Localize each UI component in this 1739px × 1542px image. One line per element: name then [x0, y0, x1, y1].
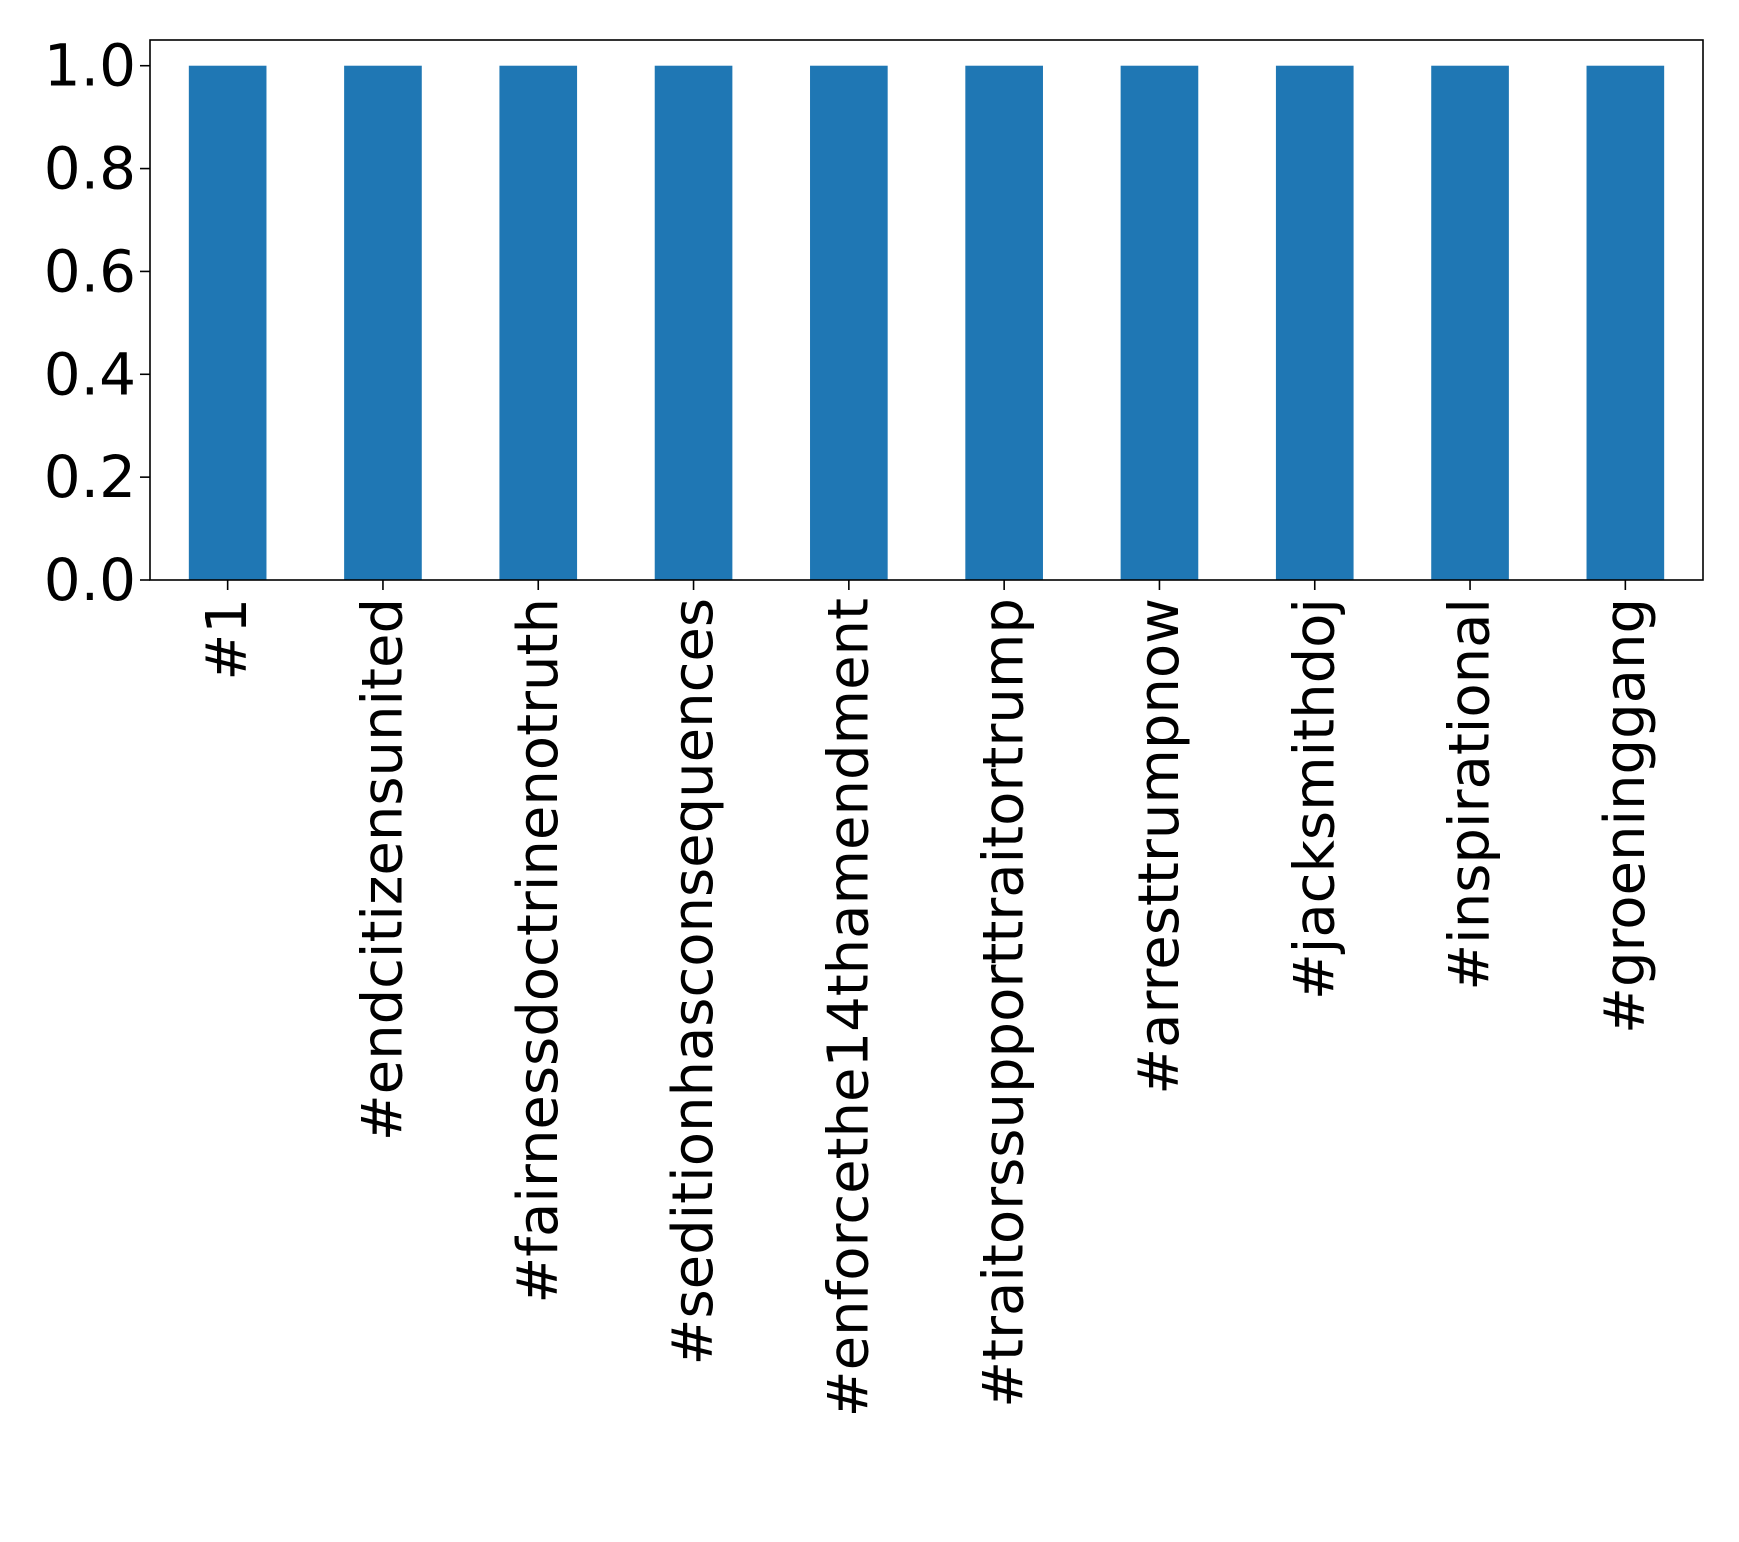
bar: [654, 65, 733, 580]
y-tick-label: 0.8: [44, 135, 136, 203]
bars-layer: [188, 65, 1665, 580]
bar: [344, 65, 422, 580]
x-tick-label: #traitorssupporttraitortrump: [972, 598, 1037, 1408]
y-tick-label: 0.4: [44, 340, 136, 408]
x-tick-label: #jacksmithdoj: [1282, 598, 1347, 1000]
x-tick-label: #seditionhasconsequences: [661, 598, 726, 1365]
bar: [1586, 65, 1665, 580]
x-tick-label: #endcitizensunited: [350, 598, 415, 1141]
y-axis: 0.0 0.2 0.4 0.6 0.8 1.0: [44, 32, 150, 614]
bar: [188, 65, 267, 580]
y-tick-label: 0.2: [44, 443, 136, 511]
bar: [810, 65, 888, 580]
bar: [965, 65, 1043, 580]
x-tick-label: #arresttrumpnow: [1127, 598, 1192, 1095]
y-tick-label: 1.0: [44, 32, 136, 100]
plot-frame: [149, 39, 1704, 581]
y-tick-label: 0.6: [44, 237, 136, 305]
x-tick-label: #fairnessdoctrinenotruth: [506, 598, 571, 1304]
bar: [1275, 65, 1354, 580]
x-tick-label: #1: [195, 598, 260, 681]
x-axis: #1 #endcitizensunited #fairnessdoctrinenot…: [195, 580, 1658, 1417]
x-tick-label: #enforcethe14thamendment: [816, 598, 881, 1417]
x-tick-label: #inspirational: [1438, 598, 1503, 991]
x-tick-label: #groeninggang: [1593, 598, 1658, 1034]
bar: [1431, 65, 1509, 580]
bar: [1120, 65, 1199, 580]
bar: [499, 65, 578, 580]
y-tick-label: 0.0: [44, 546, 136, 614]
